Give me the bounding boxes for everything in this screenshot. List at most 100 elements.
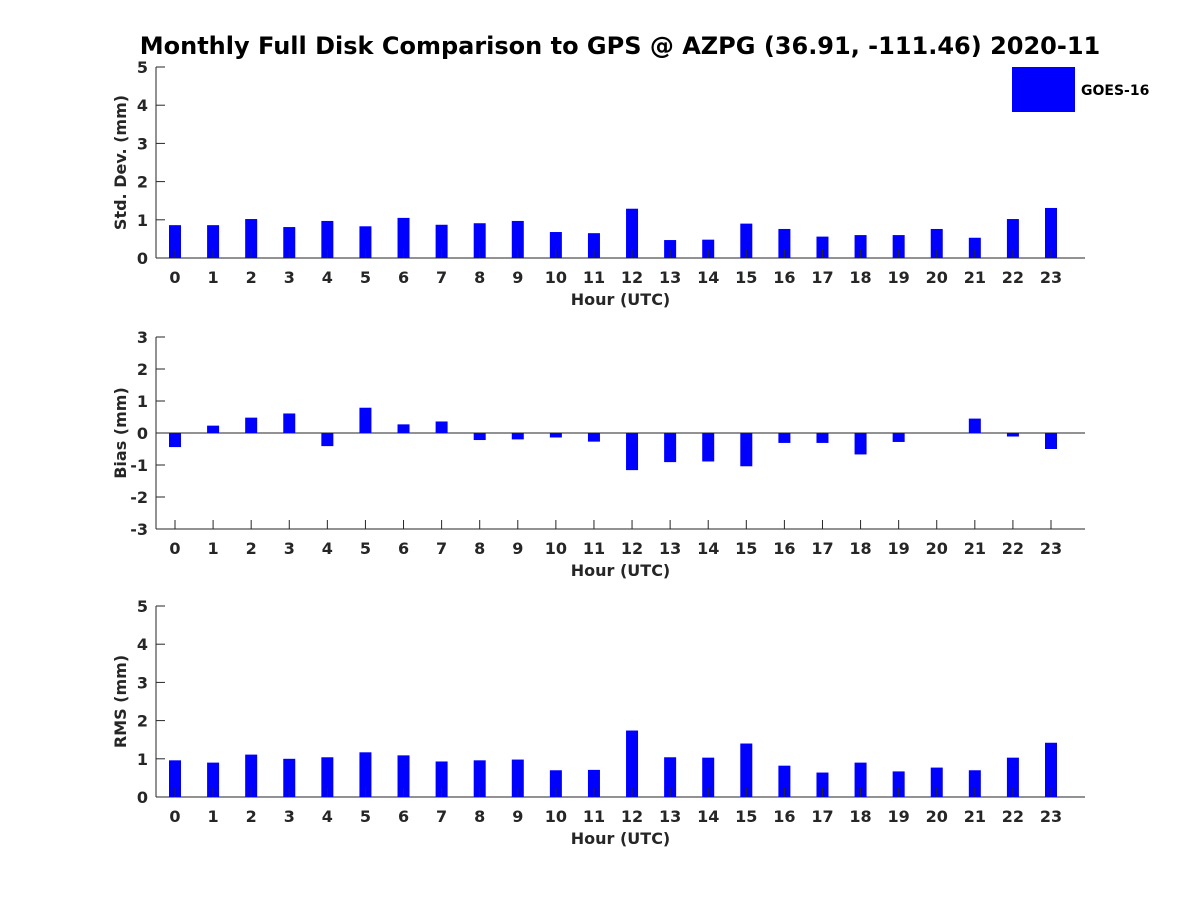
- bias-bar: [435, 421, 448, 433]
- rms-bar: [930, 767, 943, 797]
- std-dev-bar: [892, 235, 905, 258]
- bias-y-tick-label: -2: [130, 488, 148, 507]
- std-dev-x-tick-label: 6: [398, 268, 409, 287]
- std-dev-bar: [435, 224, 448, 258]
- bias-x-tick-label: 14: [697, 539, 719, 558]
- rms-bar: [587, 769, 600, 797]
- std-dev-bar: [626, 208, 639, 258]
- rms-bar: [169, 760, 181, 797]
- rms-bar: [1045, 742, 1057, 797]
- rms-x-tick-label: 20: [926, 807, 948, 826]
- bias-y-tick-label: 2: [137, 360, 148, 379]
- rms-x-tick-label: 4: [322, 807, 333, 826]
- bias-bar: [1006, 433, 1019, 437]
- bias-bar: [740, 433, 753, 467]
- std-dev-bar: [702, 239, 715, 258]
- rms-bar: [321, 757, 334, 797]
- std-dev-bar: [321, 220, 334, 258]
- bias-bar: [169, 433, 181, 448]
- rms-bar: [626, 730, 639, 797]
- bias-x-tick-label: 7: [436, 539, 447, 558]
- std-dev-y-tick-label: 0: [137, 249, 148, 268]
- rms-x-tick-label: 19: [888, 807, 910, 826]
- std-dev-x-tick-label: 15: [735, 268, 757, 287]
- std-dev-x-tick-label: 2: [246, 268, 257, 287]
- rms-bar: [397, 755, 410, 797]
- rms-bar: [702, 757, 715, 797]
- bias-bar: [511, 433, 524, 440]
- std-dev-bar: [816, 236, 829, 258]
- bias-bar: [549, 433, 562, 438]
- bias-bar: [778, 433, 791, 443]
- std-dev-y-tick-label: 2: [137, 173, 148, 192]
- std-dev-bar: [968, 237, 981, 258]
- std-dev-bar: [511, 220, 524, 258]
- bias-y-tick-label: 1: [137, 392, 148, 411]
- std-dev-x-tick-label: 0: [169, 268, 180, 287]
- rms-y-tick-label: 4: [137, 635, 148, 654]
- rms-x-tick-label: 7: [436, 807, 447, 826]
- rms-x-tick-label: 13: [659, 807, 681, 826]
- std-dev-x-tick-label: 13: [659, 268, 681, 287]
- bias-x-tick-label: 5: [360, 539, 371, 558]
- std-dev-x-tick-label: 23: [1040, 268, 1062, 287]
- bias-bar: [359, 407, 372, 433]
- bias-x-tick-label: 22: [1002, 539, 1024, 558]
- chart-title: Monthly Full Disk Comparison to GPS @ AZ…: [140, 32, 1100, 60]
- rms-bar: [854, 762, 867, 797]
- std-dev-x-tick-label: 21: [964, 268, 986, 287]
- bias-bar: [473, 433, 486, 441]
- bias-y-tick-label: 0: [137, 424, 148, 443]
- rms-bar: [816, 772, 829, 797]
- std-dev-bar: [207, 225, 220, 258]
- std-dev-x-tick-label: 22: [1002, 268, 1024, 287]
- std-dev-bar: [283, 227, 296, 258]
- rms-bar: [549, 770, 562, 797]
- rms-bar: [778, 765, 791, 797]
- bias-x-tick-label: 13: [659, 539, 681, 558]
- std-dev-bar: [1006, 219, 1019, 258]
- std-dev-bar: [778, 228, 791, 258]
- std-dev-x-tick-label: 19: [888, 268, 910, 287]
- bias-x-tick-label: 23: [1040, 539, 1062, 558]
- rms-bar: [968, 770, 981, 797]
- std-dev-x-tick-label: 10: [545, 268, 567, 287]
- rms-y-tick-label: 1: [137, 750, 148, 769]
- bias-x-tick-label: 4: [322, 539, 333, 558]
- std-dev-y-tick-label: 5: [137, 58, 148, 77]
- bias-x-tick-label: 19: [888, 539, 910, 558]
- std-dev-x-tick-label: 16: [773, 268, 795, 287]
- rms-x-tick-label: 23: [1040, 807, 1062, 826]
- std-dev-bar: [587, 233, 600, 258]
- bias-x-tick-label: 10: [545, 539, 567, 558]
- rms-x-tick-label: 18: [849, 807, 871, 826]
- std-dev-y-tick-label: 3: [137, 134, 148, 153]
- rms-bar: [245, 754, 258, 797]
- bias-x-tick-label: 15: [735, 539, 757, 558]
- rms-bar: [511, 759, 524, 797]
- std-dev-x-tick-label: 18: [849, 268, 871, 287]
- bias-bar: [397, 424, 410, 433]
- rms-bar: [435, 761, 448, 797]
- bias-x-tick-label: 11: [583, 539, 605, 558]
- bias-x-tick-label: 20: [926, 539, 948, 558]
- rms-bar: [359, 752, 372, 797]
- rms-x-tick-label: 6: [398, 807, 409, 826]
- std-dev-x-tick-label: 3: [284, 268, 295, 287]
- bias-x-tick-label: 3: [284, 539, 295, 558]
- bias-x-tick-label: 2: [246, 539, 257, 558]
- bias-y-label: Bias (mm): [111, 387, 130, 479]
- bias-bar: [321, 433, 334, 447]
- bias-x-tick-label: 18: [849, 539, 871, 558]
- std-dev-bar: [359, 226, 372, 258]
- std-dev-bar: [930, 228, 943, 258]
- std-dev-x-label: Hour (UTC): [571, 290, 671, 309]
- std-dev-x-tick-label: 9: [512, 268, 523, 287]
- rms-x-tick-label: 1: [208, 807, 219, 826]
- std-dev-y-label: Std. Dev. (mm): [111, 95, 130, 230]
- rms-x-tick-label: 0: [169, 807, 180, 826]
- rms-y-tick-label: 0: [137, 788, 148, 807]
